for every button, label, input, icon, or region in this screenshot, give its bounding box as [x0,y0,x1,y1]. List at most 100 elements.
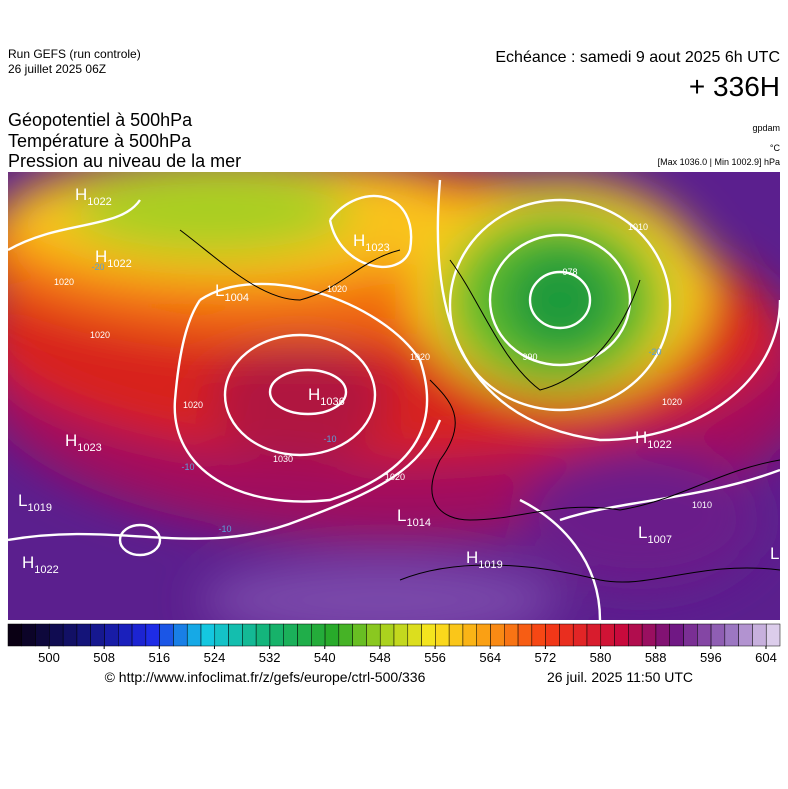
center-letter: H [65,431,77,450]
center-letter: H [22,553,34,572]
colorbar-box [628,623,643,647]
pressure-center: H1022 [22,553,59,576]
pressure-center: H1023 [353,231,390,254]
center-letter: H [95,247,107,266]
center-letter: L [770,544,779,563]
colorbar-box [324,623,340,647]
colorbar-box [683,623,698,647]
colorbar-box [242,623,257,647]
center-letter: L [397,506,406,525]
unit: °C [770,143,781,153]
colorbar-box [76,623,91,647]
colorbar-tick-label: 532 [259,650,281,665]
center-letter: H [308,385,320,404]
isobar-label: 1020 [54,277,74,287]
center-letter: H [353,231,365,250]
colorbar: 500 508 516 524 532 540 548 556 564 572 580 588 596 6… [7,623,781,665]
colorbar-box [352,623,367,647]
pressure-center: H1022 [75,185,112,208]
colorbar-box [214,623,229,647]
temperature-label: -20 [91,262,104,272]
temperature-label: -10 [323,434,336,444]
pressure-center: H1019 [466,548,503,571]
colorbar-tick-label: 540 [314,650,336,665]
colorbar-box [90,623,105,647]
center-value: 1019 [478,559,502,571]
colorbar-tick-label: 500 [38,650,60,665]
pressure-center: L1007 [638,523,672,546]
colorbar-box [255,623,271,647]
center-value: 1023 [77,442,101,454]
run-name: Run GEFS (run controle) [8,47,141,61]
source-url: © http://www.infoclimat.fr/z/gefs/europe… [105,669,426,685]
temperature-label: -10 [181,462,194,472]
pressure-center: L1014 [397,506,431,529]
colorbar-box [655,623,670,647]
colorbar-box [186,623,202,647]
pressure-center: L1019 [18,491,52,514]
pressure-center: H1022 [95,247,132,270]
isobars [8,179,780,620]
colorbar-box [559,623,574,647]
center-value: 1014 [406,517,430,529]
colorbar-tick-label: 516 [148,650,170,665]
pressure-center: H1022 [635,428,672,451]
colorbar-box [476,623,491,647]
colorbar-tick-label: 580 [590,650,612,665]
colorbar-tick-label: 556 [424,650,446,665]
isobar-label: 1020 [410,352,430,362]
colorbar-box [669,623,684,647]
center-value: 1019 [27,502,51,514]
colorbar-box [490,623,505,647]
colorbar-box [600,623,615,647]
colorbar-box [379,623,395,647]
lead-time: + 336H [689,71,780,102]
colorbar-box [62,623,78,647]
colorbar-box [159,623,174,647]
colorbar-box [200,623,216,647]
isobar-label: 1020 [662,397,682,407]
run-date: 26 juillet 2025 06Z [8,62,106,76]
colorbar-tick-label: 564 [479,650,501,665]
center-value: 1007 [647,534,671,546]
coastlines [179,229,780,583]
colorbar-box [338,623,353,647]
center-value: 1036 [320,396,344,408]
colorbar-box [21,623,36,647]
field-title: Température à 500hPa [8,131,192,151]
isobar-label: 1020 [183,400,203,410]
center-letter: L [638,523,647,542]
colorbar-tick-label: 588 [645,650,667,665]
forecast-time: Echéance : samedi 9 aout 2025 6h UTC [495,49,780,66]
colorbar-box [738,623,753,647]
pressure-center: H1023 [65,431,102,454]
isobar-label: 978 [562,267,577,277]
colorbar-box [297,623,312,647]
colorbar-box [421,623,436,647]
colorbar-box [697,623,712,647]
colorbar-box [462,623,477,647]
colorbar-tick-label: 596 [700,650,722,665]
center-value: 1022 [87,196,111,208]
colorbar-box [311,623,326,647]
colorbar-box [393,623,409,647]
colorbar-box [614,623,629,647]
center-letter: H [635,428,647,447]
temperature-label: -10 [218,524,231,534]
map [8,172,780,620]
center-value: 1022 [34,564,58,576]
colorbar-box [118,623,133,647]
colorbar-box [504,623,519,647]
colorbar-box [173,623,188,647]
colorbar-box [35,623,50,647]
center-value: 1023 [365,242,389,254]
colorbar-box [131,623,147,647]
colorbar-box [586,623,602,647]
colorbar-tick-label: 548 [369,650,391,665]
isobar-label: 1020 [90,330,110,340]
field-title: Géopotentiel à 500hPa [8,110,193,130]
center-value: 1004 [224,292,248,304]
temperature-label: -20 [648,347,661,357]
